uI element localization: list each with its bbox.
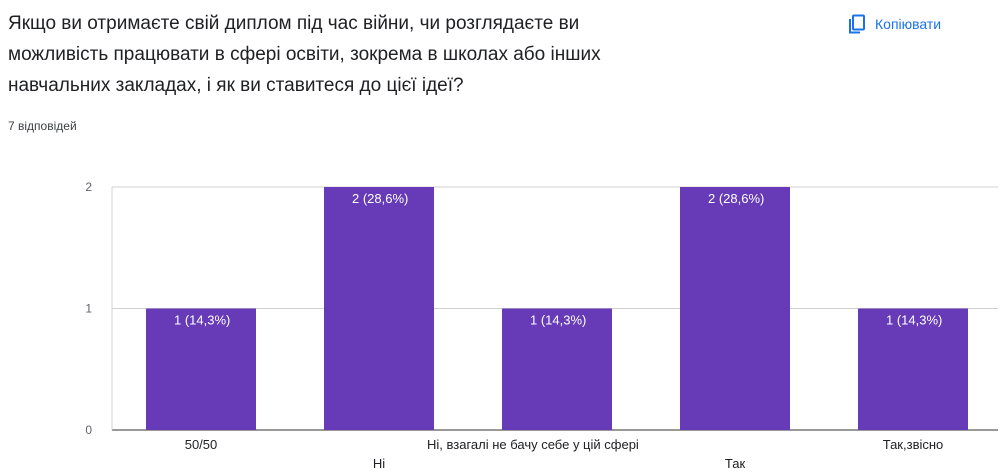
copy-button[interactable]: Копіювати [848,14,941,34]
category-label: Так,звісно [883,437,944,452]
data-label: 1 (14,3%) [886,313,942,328]
bar [324,187,434,430]
question-line: можливість працювати в сфері освіти, зок… [8,44,601,65]
data-label: 1 (14,3%) [530,313,586,328]
bar [502,308,612,430]
copy-icon [848,14,866,34]
data-label: 2 (28,6%) [708,191,764,206]
category-label: Так [725,456,746,471]
bar [680,187,790,430]
bar [146,308,256,430]
data-label: 2 (28,6%) [352,191,408,206]
response-count: 7 відповідей [8,119,77,133]
y-tick-label: 2 [85,180,92,194]
copy-button-label: Копіювати [875,16,942,32]
y-tick-label: 1 [85,302,92,316]
y-tick-label: 0 [85,423,92,437]
category-label: Ні [373,456,385,471]
bar [858,308,968,430]
question-line: Якщо ви отримаєте свій диплом під час ві… [8,13,580,34]
question-title: Якщо ви отримаєте свій диплом під час ві… [8,8,768,101]
category-label: Ні, взагалі не бачу себе у цій сфері [427,437,639,452]
category-label: 50/50 [185,437,218,452]
data-label: 1 (14,3%) [174,313,230,328]
question-line: навчальних закладах, і як ви ставитеся д… [8,75,464,96]
